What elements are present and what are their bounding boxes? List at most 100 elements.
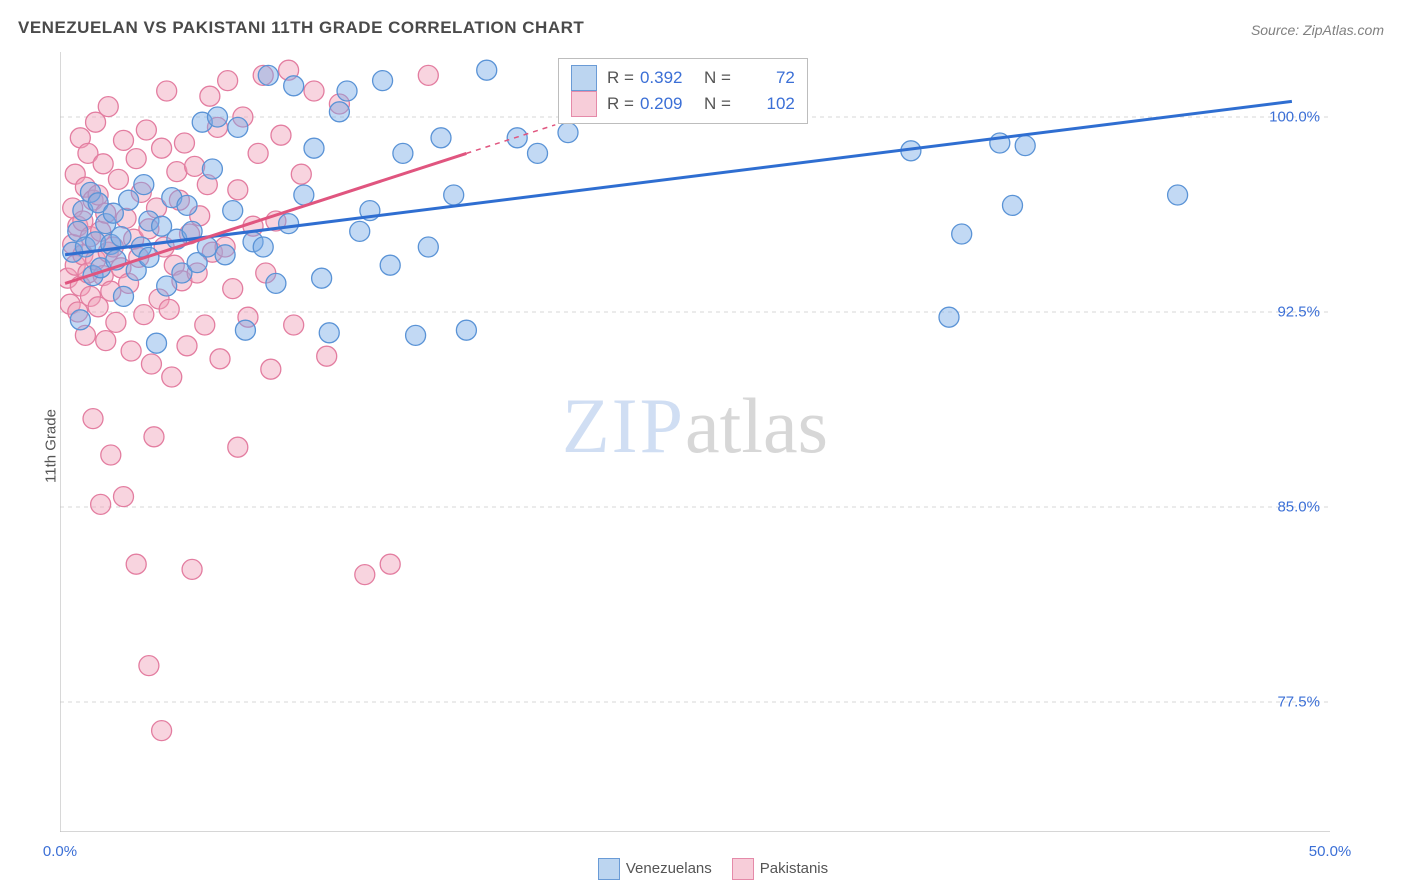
scatter-point [139, 656, 159, 676]
scatter-point [228, 437, 248, 457]
legend-swatch [732, 858, 754, 880]
scatter-point [70, 310, 90, 330]
stat-n-value: 102 [737, 94, 795, 114]
scatter-point [304, 81, 324, 101]
scatter-point [418, 237, 438, 257]
scatter-point [284, 76, 304, 96]
scatter-point [126, 554, 146, 574]
scatter-point [134, 175, 154, 195]
stat-row: R = 0.209 N = 102 [571, 91, 795, 117]
scatter-point [350, 221, 370, 241]
scatter-point [98, 97, 118, 117]
y-tick-label: 100.0% [1269, 109, 1320, 126]
scatter-point [355, 565, 375, 585]
scatter-point [261, 359, 281, 379]
stat-r-label: R = [607, 68, 634, 88]
scatter-point [147, 333, 167, 353]
scatter-point [1015, 136, 1035, 156]
scatter-point [380, 554, 400, 574]
scatter-point [136, 120, 156, 140]
scatter-point [406, 325, 426, 345]
stat-row: R =0.392N =72 [571, 65, 795, 91]
scatter-point [337, 81, 357, 101]
scatter-point [1003, 195, 1023, 215]
scatter-point [223, 201, 243, 221]
scatter-point [121, 341, 141, 361]
scatter-point [157, 81, 177, 101]
stat-r-value: 0.209 [640, 94, 698, 114]
scatter-point [235, 320, 255, 340]
scatter-point [223, 279, 243, 299]
stat-n-value: 72 [737, 68, 795, 88]
scatter-point [312, 268, 332, 288]
scatter-point [266, 273, 286, 293]
scatter-point [528, 143, 548, 163]
scatter-point [228, 180, 248, 200]
scatter-point [210, 349, 230, 369]
scatter-point [393, 143, 413, 163]
scatter-point [177, 336, 197, 356]
scatter-point [202, 159, 222, 179]
scatter-point [218, 71, 238, 91]
scatter-point [329, 102, 349, 122]
scatter-point [126, 149, 146, 169]
scatter-point [939, 307, 959, 327]
scatter-point [111, 227, 131, 247]
scatter-point [558, 123, 578, 143]
scatter-point [304, 138, 324, 158]
scatter-point [284, 315, 304, 335]
scatter-point [134, 305, 154, 325]
scatter-point [162, 367, 182, 387]
scatter-point [106, 312, 126, 332]
scatter-point [96, 331, 116, 351]
scatter-point [952, 224, 972, 244]
scatter-point [431, 128, 451, 148]
scatter-point [182, 559, 202, 579]
legend-label: Pakistanis [760, 860, 828, 877]
scatter-point [91, 494, 111, 514]
scatter-point [152, 721, 172, 741]
scatter-point [114, 487, 134, 507]
scatter-point [373, 71, 393, 91]
scatter-point [195, 315, 215, 335]
scatter-point [271, 125, 291, 145]
scatter-svg [60, 52, 1330, 832]
scatter-point [141, 354, 161, 374]
scatter-point [114, 286, 134, 306]
scatter-point [317, 346, 337, 366]
stat-r-label: R = [607, 94, 634, 114]
chart-container: VENEZUELAN VS PAKISTANI 11TH GRADE CORRE… [0, 0, 1406, 892]
scatter-point [93, 154, 113, 174]
scatter-point [294, 185, 314, 205]
scatter-point [144, 427, 164, 447]
scatter-point [228, 117, 248, 137]
scatter-point [258, 65, 278, 85]
scatter-point [248, 143, 268, 163]
scatter-point [477, 60, 497, 80]
scatter-point [215, 245, 235, 265]
scatter-point [159, 299, 179, 319]
scatter-point [291, 164, 311, 184]
source-label: Source: ZipAtlas.com [1251, 22, 1384, 38]
scatter-point [200, 86, 220, 106]
y-axis-label: 11th Grade [42, 409, 59, 483]
scatter-point [253, 237, 273, 257]
chart-title: VENEZUELAN VS PAKISTANI 11TH GRADE CORRE… [18, 18, 584, 38]
scatter-point [279, 214, 299, 234]
scatter-point [108, 169, 128, 189]
correlation-stats-box: R = 0.392 N = 72 R = 0.209 N = 102 [558, 58, 808, 124]
legend-swatch [598, 858, 620, 880]
scatter-point [444, 185, 464, 205]
bottom-legend: VenezuelansPakistanis [0, 858, 1406, 880]
y-tick-label: 85.0% [1277, 499, 1320, 516]
scatter-point [319, 323, 339, 343]
scatter-point [83, 409, 103, 429]
scatter-point [1168, 185, 1188, 205]
scatter-point [152, 138, 172, 158]
stat-r-value: 0.392 [640, 68, 698, 88]
scatter-point [114, 130, 134, 150]
scatter-point [418, 65, 438, 85]
stat-n-label: N = [704, 94, 731, 114]
scatter-point [207, 107, 227, 127]
stat-swatch [571, 65, 597, 91]
